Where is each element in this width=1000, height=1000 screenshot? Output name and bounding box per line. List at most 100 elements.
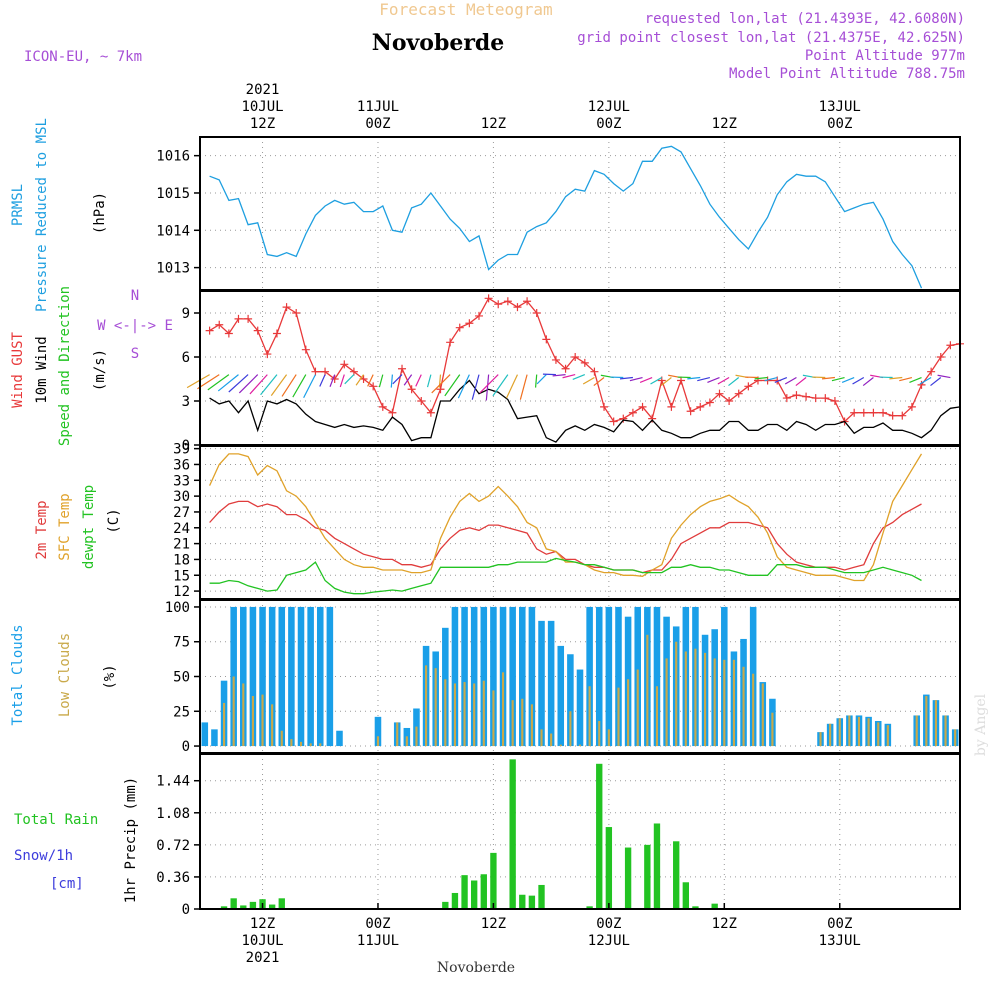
wind-unit: (m/s) — [92, 349, 108, 391]
temp-sfc-label: SFC Temp — [57, 493, 73, 560]
bottom-time-label: 13JUL — [819, 933, 861, 949]
wind-direction-arrow — [619, 376, 633, 380]
ytick-label-wind: 3 — [182, 394, 190, 410]
gust-point — [898, 411, 907, 420]
series-line-sfc-temp — [209, 453, 923, 582]
ytick-label-wind: 6 — [182, 350, 190, 366]
wind-direction-arrow — [217, 374, 239, 392]
bar-low-clouds — [694, 648, 697, 747]
snow-label: Snow/1h — [14, 848, 73, 864]
bar-low-clouds — [463, 682, 466, 747]
bar-low-clouds — [742, 666, 745, 747]
gust-point — [263, 350, 272, 359]
wind-direction-arrow — [186, 374, 210, 389]
wind-direction-arrow — [319, 374, 326, 387]
bar-low-clouds — [501, 672, 505, 747]
gust-point — [628, 408, 637, 417]
bar-precip — [471, 880, 478, 909]
gust-point — [455, 323, 464, 332]
bottom-time-label: 12Z — [481, 916, 506, 932]
wind-direction-arrow — [367, 374, 374, 387]
top-time-label: 00Z — [365, 116, 390, 132]
wind-direction-arrow — [572, 374, 586, 381]
gust-point — [446, 338, 455, 347]
bar-precip — [673, 841, 680, 909]
wind-direction-arrow — [403, 374, 413, 386]
pressure-label-prmsl: PRMSL — [10, 184, 26, 226]
gust-point — [821, 394, 830, 403]
ytick-label-wind: 9 — [182, 306, 190, 322]
bar-low-clouds — [405, 736, 408, 747]
gust-point — [830, 397, 839, 405]
bar-low-clouds — [232, 676, 235, 747]
bar-precip — [240, 905, 247, 909]
bar-total-clouds — [557, 645, 565, 747]
bar-precip — [692, 906, 699, 909]
wind-direction-arrow — [930, 377, 942, 387]
wind-direction-arrow — [228, 374, 249, 393]
bar-low-clouds — [954, 729, 957, 747]
bar-total-clouds — [278, 606, 286, 747]
panel-bg-precip — [200, 754, 960, 909]
gust-point — [513, 303, 522, 312]
gust-point — [811, 394, 820, 403]
requested-coords: requested lon,lat (21.4393E, 42.6080N) — [645, 11, 965, 27]
temp-dewpt-label: dewpt Temp — [81, 485, 97, 569]
point-altitude: Point Altitude 977m — [805, 48, 965, 64]
wind-direction-arrow — [249, 374, 268, 395]
bar-low-clouds — [819, 732, 822, 747]
total-clouds-label: Total Clouds — [10, 624, 26, 725]
bar-total-clouds — [259, 606, 266, 747]
wind-direction-arrow — [650, 377, 663, 385]
bar-low-clouds — [665, 658, 668, 747]
low-clouds-label: Low Clouds — [57, 633, 73, 717]
wind-speed-direction-label: Speed and Direction — [57, 286, 73, 446]
bar-total-clouds — [595, 606, 603, 747]
wind-direction-arrow — [378, 374, 384, 388]
bar-low-clouds — [713, 658, 716, 747]
bar-total-clouds — [547, 620, 555, 747]
wind-direction-arrow — [471, 374, 480, 400]
bar-low-clouds — [867, 718, 870, 747]
precip-unit: 1hr Precip (mm) — [123, 777, 139, 903]
wind-direction-arrow — [207, 374, 230, 391]
gust-point — [398, 364, 407, 373]
bottom-time-label: 00Z — [596, 916, 621, 932]
bar-low-clouds — [511, 700, 514, 747]
ytick-label-temp: 15 — [173, 568, 190, 584]
bar-low-clouds — [271, 704, 274, 747]
top-time-label: 00Z — [827, 116, 852, 132]
bar-total-clouds — [288, 606, 295, 747]
wind-direction-arrow — [754, 376, 768, 380]
bar-low-clouds — [934, 700, 938, 747]
wind-direction-arrow — [536, 374, 547, 385]
bar-low-clouds — [684, 651, 687, 747]
gust-point — [474, 311, 483, 320]
bar-total-clouds — [268, 606, 276, 747]
bar-precip — [653, 823, 661, 909]
wind-direction-arrow — [697, 376, 711, 382]
gust-point — [571, 353, 580, 361]
bar-total-clouds — [653, 606, 661, 747]
gust-point — [436, 385, 445, 394]
series-line-2m-temp — [209, 500, 922, 574]
gust-point — [907, 402, 916, 411]
wind-direction-arrow — [728, 377, 740, 387]
bar-precip — [268, 904, 276, 909]
ytick-label-pressure: 1015 — [156, 186, 190, 202]
bar-low-clouds — [473, 683, 476, 747]
total-rain-label: Total Rain — [14, 812, 98, 828]
top-time-label: 2021 — [246, 82, 280, 98]
wind-10m-label: 10m Wind — [34, 336, 50, 403]
gust-point — [600, 402, 609, 411]
bar-low-clouds — [598, 721, 601, 747]
wind-direction-arrow — [660, 377, 672, 387]
wind-direction-arrow — [784, 377, 797, 385]
bar-low-clouds — [607, 729, 610, 747]
wind-direction-arrow — [562, 374, 576, 379]
compass-n: N — [131, 288, 139, 304]
ytick-label-precip: 0.72 — [156, 838, 190, 854]
top-time-label: 13JUL — [819, 99, 861, 115]
bar-precip — [624, 847, 632, 909]
snow-unit: [cm] — [50, 876, 84, 892]
